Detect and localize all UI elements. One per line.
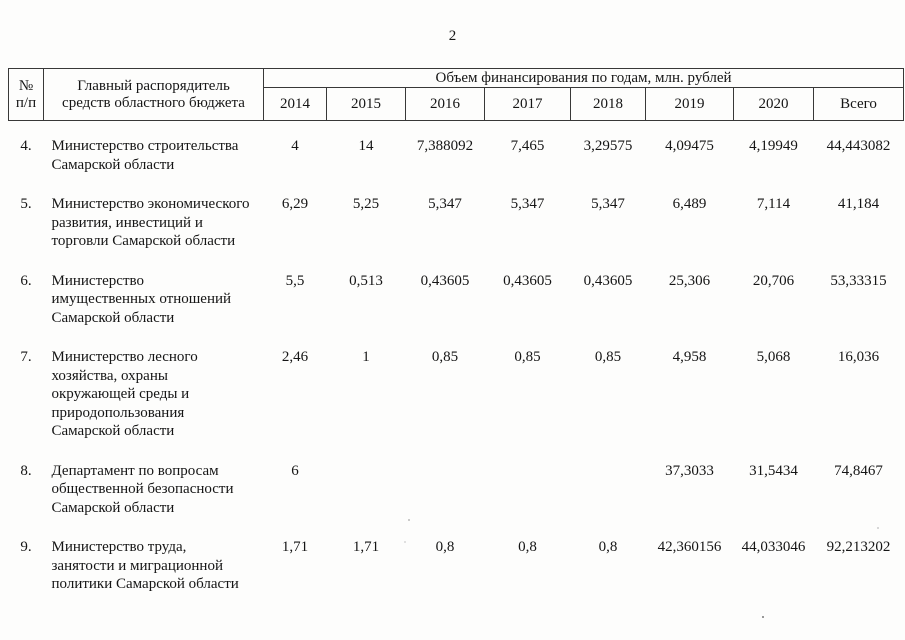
value-2014: 6 xyxy=(291,462,299,479)
value-total: 44,443082 xyxy=(826,138,891,154)
value-total: 41,184 xyxy=(837,196,880,212)
header-cell-year-2014: 2014 xyxy=(263,87,327,121)
value-2019: 25,306 xyxy=(668,272,711,289)
value-2020: 5,068 xyxy=(756,349,791,365)
value-2014: 5,5 xyxy=(285,272,305,289)
page-number: 2 xyxy=(448,28,457,44)
value-2018: 0,8 xyxy=(598,539,618,555)
value-2018: 5,347 xyxy=(591,196,625,212)
value-2015: 1 xyxy=(362,349,370,365)
value-2018 xyxy=(571,462,646,539)
value-total: 74,8467 xyxy=(834,462,883,479)
manager-name: Департамент по вопросам общественной без… xyxy=(51,462,234,516)
value-2020: 44,033046 xyxy=(741,539,806,555)
value-total: 16,036 xyxy=(837,349,880,365)
value-2019: 4,09475 xyxy=(665,138,714,154)
value-2015: 5,25 xyxy=(352,196,380,212)
manager-name: Министерство экономического развития, ин… xyxy=(51,196,250,249)
value-2019: 4,958 xyxy=(672,349,707,365)
value-2017 xyxy=(485,462,571,539)
manager-name: Министерство имущественных отношений Сам… xyxy=(51,272,232,326)
scan-noise xyxy=(0,0,2,2)
header-cell-year-2017: 2017 xyxy=(484,87,571,121)
value-2016: 0,43605 xyxy=(420,272,470,289)
table-row: 9. Министерство труда, занятости и мигра… xyxy=(9,538,904,615)
value-2017: 0,8 xyxy=(518,539,537,555)
row-number: 6. xyxy=(20,272,32,289)
table-body: 4. Министерство строительства Самарской … xyxy=(9,121,904,615)
value-2016: 5,347 xyxy=(428,196,462,212)
value-2016: 7,388092 xyxy=(416,138,474,154)
row-number: 8. xyxy=(20,462,32,479)
row-number: 7. xyxy=(20,349,32,365)
value-2020: 20,706 xyxy=(752,272,795,289)
header-cell-year-2016: 2016 xyxy=(405,87,485,121)
manager-name: Министерство труда, занятости и миграцио… xyxy=(51,539,239,592)
value-2014: 6,29 xyxy=(281,196,309,212)
value-2018: 0,85 xyxy=(594,349,622,365)
table-row: 5. Министерство экономического развития,… xyxy=(9,195,904,272)
header-cell-year-2020: 2020 xyxy=(733,87,814,121)
value-2014: 1,71 xyxy=(281,539,309,555)
value-2020: 7,114 xyxy=(756,196,791,212)
value-2017: 0,43605 xyxy=(503,272,552,289)
table-row: 7. Министерство лесного хозяйства, охран… xyxy=(9,348,904,462)
manager-name: Министерство строительства Самарской обл… xyxy=(51,138,239,173)
value-total: 53,33315 xyxy=(830,272,887,289)
value-2019: 37,3033 xyxy=(665,462,714,479)
header-cell-row-number: № п/п xyxy=(8,68,44,121)
header-cell-year-2018: 2018 xyxy=(570,87,646,121)
value-2018: 3,29575 xyxy=(583,138,633,154)
value-2019: 6,489 xyxy=(672,196,707,212)
value-2015: 14 xyxy=(358,138,374,154)
value-2019: 42,360156 xyxy=(657,539,722,555)
value-2016: 0,8 xyxy=(435,539,455,555)
table-row: 4. Министерство строительства Самарской … xyxy=(9,121,904,196)
manager-name: Министерство лесного хозяйства, охраны о… xyxy=(51,349,198,439)
value-2018: 0,43605 xyxy=(583,272,633,289)
value-2017: 0,85 xyxy=(514,349,541,365)
table-row: 6. Министерство имущественных отношений … xyxy=(9,272,904,349)
value-2015: 0,513 xyxy=(349,272,383,289)
header-cell-year-2019: 2019 xyxy=(645,87,734,121)
value-2020: 4,19949 xyxy=(749,138,798,154)
header-cell-total: Всего xyxy=(812,87,905,121)
row-number: 5. xyxy=(20,196,32,212)
row-number: 4. xyxy=(20,138,32,154)
value-2020: 31,5434 xyxy=(749,462,798,479)
value-2014: 2,46 xyxy=(281,349,309,365)
header-cell-financing-title: Объем финансирования по годам, млн. рубл… xyxy=(262,68,905,88)
value-2015: 1,71 xyxy=(352,539,380,555)
value-2016: 0,85 xyxy=(431,349,459,365)
row-number: 9. xyxy=(20,539,32,555)
value-2017: 5,347 xyxy=(510,196,545,212)
header-cell-manager: Главный распорядитель средств областного… xyxy=(43,68,264,121)
table-row: 8. Департамент по вопросам общественной … xyxy=(9,462,904,539)
financing-table: № п/п Главный распорядитель средств обла… xyxy=(8,68,905,615)
value-2015 xyxy=(327,462,406,539)
value-total: 92,213202 xyxy=(826,539,891,555)
table-header: № п/п Главный распорядитель средств обла… xyxy=(8,68,905,121)
value-2017: 7,465 xyxy=(510,138,545,154)
header-cell-year-2015: 2015 xyxy=(326,87,406,121)
value-2014: 4 xyxy=(291,138,299,154)
value-2016 xyxy=(406,462,485,539)
